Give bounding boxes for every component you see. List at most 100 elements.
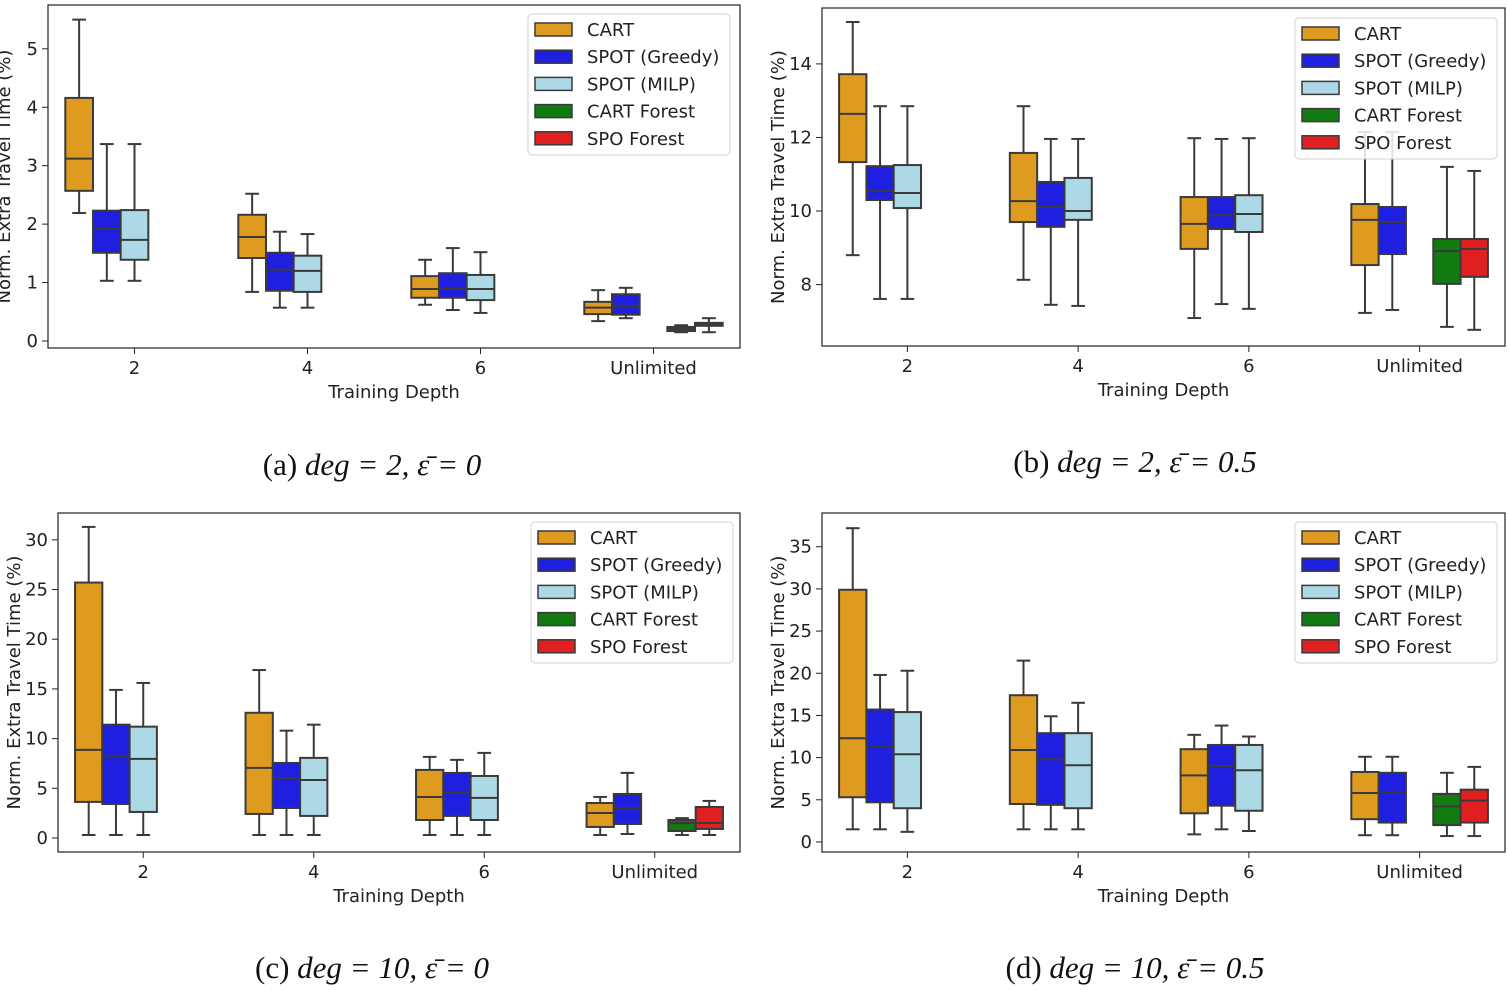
box-spot-greedy-unlimited (612, 771, 643, 836)
box-iqr (1459, 237, 1489, 278)
box-spot-greedy-unlimited (610, 286, 641, 320)
legend-swatch (534, 103, 573, 119)
x-tick-label: 2 (902, 862, 913, 883)
box-iqr (74, 581, 104, 803)
y-tick-label: 1 (27, 273, 38, 294)
panel-b: 8 10 12 14 2 4 6 Unlimited Training Depth Norm. E… (768, 7, 1506, 401)
legend-label: SPO Forest (1354, 637, 1451, 658)
legend-swatch (534, 76, 573, 92)
y-tick-label: 5 (27, 39, 38, 60)
box-iqr (1432, 792, 1462, 827)
box-spot-greedy-6 (437, 247, 468, 312)
box-cart-4 (244, 669, 274, 837)
box-iqr (415, 768, 445, 821)
caption-label: (b) (1013, 444, 1050, 479)
y-tick-label: 3 (27, 156, 38, 177)
box-cart-2 (74, 525, 104, 837)
legend-swatch (1301, 26, 1340, 41)
y-axis-label: Norm. Extra Travel Time (%) (768, 556, 789, 810)
legend-frame (530, 521, 734, 664)
legend-swatch (1301, 530, 1340, 545)
y-tick-label: 0 (27, 331, 38, 352)
caption-math: deg = 10, ε̄ = 0 (297, 950, 489, 985)
panel-a: 0 1 2 3 4 5 2 4 6 Unlimited Training Depth Norm. Ex… (0, 4, 741, 403)
y-tick-label: 10 (789, 748, 812, 769)
plot-frame (57, 512, 741, 853)
box-iqr (1377, 205, 1407, 256)
box-iqr (1206, 743, 1237, 807)
box-spot-greedy-6 (1206, 137, 1237, 306)
box-cart-4 (237, 192, 267, 293)
legend-swatch (537, 611, 576, 627)
box-spot-greedy-6 (442, 758, 472, 837)
legend-swatch (1301, 584, 1340, 600)
y-tick-label: 10 (25, 729, 48, 750)
x-tick-label: 4 (1072, 356, 1083, 377)
legend-label: SPOT (Greedy) (587, 47, 719, 68)
plot-frame (821, 7, 1506, 347)
box-iqr (1459, 788, 1489, 824)
legend-label: CART (587, 20, 635, 41)
box-iqr (838, 73, 868, 164)
box-iqr (410, 275, 440, 299)
box-iqr (1179, 748, 1209, 815)
x-tick-label: 4 (302, 358, 313, 379)
box-iqr (892, 711, 923, 810)
caption-label: (c) (255, 950, 290, 985)
legend-swatch (1301, 107, 1340, 123)
legend: CART SPOT (Greedy) SPOT (MILP) CART Forest S… (1294, 521, 1498, 664)
box-iqr (892, 164, 923, 210)
y-tick-label: 10 (789, 201, 812, 222)
box-iqr (667, 818, 697, 833)
box-spot-greedy-4 (1036, 715, 1066, 831)
y-tick-label: 20 (25, 629, 48, 650)
y-tick-label: 25 (25, 580, 48, 601)
legend-swatch (537, 584, 576, 600)
legend: CART SPOT (Greedy) SPOT (MILP) CART Forest S… (1294, 17, 1498, 160)
box-spot-milp-2 (892, 669, 923, 833)
box-iqr (585, 802, 615, 828)
box-iqr (1350, 770, 1380, 821)
y-tick-label: 12 (789, 127, 812, 148)
box-spo-forest-unlimited (694, 317, 724, 334)
legend-label: SPO Forest (590, 637, 687, 658)
y-tick-label: 30 (789, 579, 812, 600)
x-axis-label: Training Depth (1097, 380, 1230, 401)
x-tick-label: Unlimited (1376, 356, 1463, 377)
box-spot-greedy-unlimited (1377, 755, 1407, 837)
y-tick-label: 30 (25, 530, 48, 551)
legend-label: CART (1354, 528, 1402, 549)
box-iqr (838, 588, 868, 799)
box-cart-6 (410, 258, 440, 306)
caption-math: deg = 2, ε̄ = 0 (304, 447, 482, 482)
x-tick-label: 6 (479, 862, 490, 883)
box-cart-unlimited (1350, 755, 1380, 837)
box-cart-6 (1179, 733, 1209, 836)
box-iqr (91, 209, 122, 254)
box-iqr (1206, 196, 1237, 231)
box-iqr (244, 711, 274, 815)
legend-swatch (534, 131, 573, 146)
box-iqr (1432, 237, 1462, 285)
x-tick-label: 4 (1072, 862, 1083, 883)
caption-c: (c) deg = 10, ε̄ = 0 (255, 950, 489, 986)
box-spot-greedy-6 (1206, 724, 1237, 831)
y-tick-label: 2 (27, 214, 38, 235)
box-iqr (264, 251, 295, 292)
box-iqr (1036, 732, 1066, 806)
legend: CART SPOT (Greedy) SPOT (MILP) CART Forest S… (530, 521, 734, 664)
caption-d: (d) deg = 10, ε̄ = 0.5 (1006, 950, 1265, 986)
legend-frame (527, 13, 731, 156)
box-cart-6 (1179, 137, 1209, 320)
box-cart-4 (1008, 105, 1039, 281)
box-iqr (694, 805, 724, 830)
box-iqr (865, 708, 895, 804)
legend-label: SPOT (Greedy) (590, 555, 722, 576)
box-cart-4 (1008, 659, 1039, 831)
box-cart-2 (838, 20, 868, 257)
y-tick-label: 5 (37, 778, 48, 799)
y-tick-label: 14 (789, 54, 812, 75)
legend-label: SPO Forest (587, 129, 684, 150)
legend-label: SPO Forest (1354, 133, 1451, 154)
